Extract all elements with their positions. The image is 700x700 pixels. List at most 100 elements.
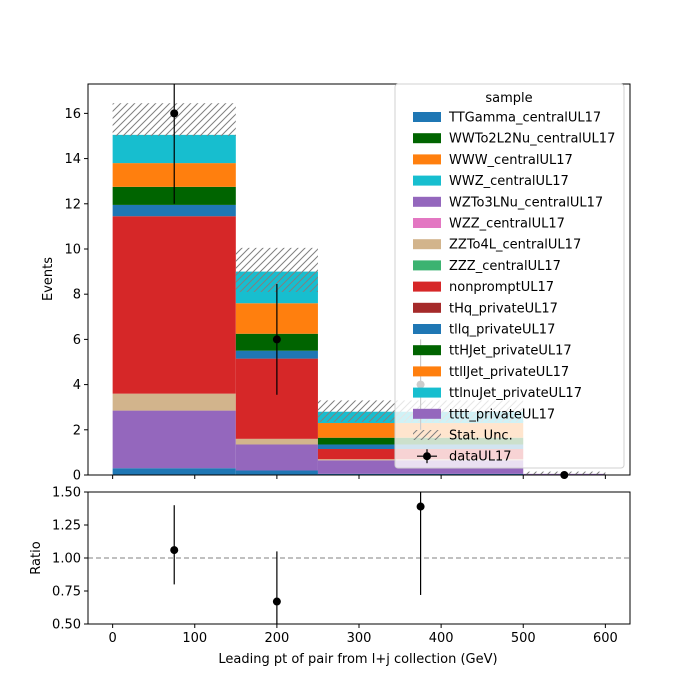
ratio-x-axis-ticks: 0 100 200 300 400 500 600 — [108, 624, 618, 646]
data-point — [272, 335, 281, 344]
legend-label: ttlnuJet_privateUL17 — [449, 386, 582, 401]
ratio-point — [170, 546, 179, 555]
ratio-plot: 0.50 0.75 1.00 1.25 1.50 0 100 200 300 400 500 600… — [29, 486, 631, 667]
legend-item: ZZTo4L_centralUL17 — [413, 238, 581, 253]
legend-swatch — [413, 408, 441, 419]
x-tick-label: 300 — [347, 631, 372, 646]
y-tick-label: 2 — [73, 423, 81, 438]
legend-item: ttlnuJet_privateUL17 — [413, 386, 582, 401]
legend-label: tttt_privateUL17 — [449, 407, 555, 422]
legend-label: ttllJet_privateUL17 — [449, 365, 569, 380]
ratio-plot-frame — [87, 491, 631, 625]
legend-label: WZTo3LNu_centralUL17 — [449, 195, 603, 210]
legend-item: Stat. Unc. — [413, 429, 513, 444]
legend-label: nonpromptUL17 — [449, 280, 554, 295]
ratio-points — [170, 492, 425, 624]
y-tick-label: 16 — [64, 107, 81, 122]
legend-swatch-hatch — [413, 430, 441, 440]
legend-label: WWZ_centralUL17 — [449, 174, 569, 189]
legend-marker-point — [423, 452, 431, 461]
legend-label: WWTo2L2Nu_centralUL17 — [449, 132, 615, 147]
legend-item: ttllJet_privateUL17 — [413, 365, 569, 380]
legend-swatch — [413, 260, 441, 271]
y-axis-ticks: 0 2 4 6 8 10 12 14 16 — [64, 107, 88, 484]
bar-segment — [112, 393, 236, 411]
legend-label: ZZZ_centralUL17 — [449, 259, 561, 274]
legend-label: WWW_centralUL17 — [449, 153, 573, 168]
x-tick-label: 600 — [593, 631, 618, 646]
x-axis-label: Leading pt of pair from l+j collection (… — [218, 652, 497, 667]
legend-item: WZZ_centralUL17 — [413, 217, 565, 232]
ratio-y-tick-label: 0.75 — [52, 585, 81, 600]
legend-swatch — [413, 239, 441, 250]
legend-item: WWW_centralUL17 — [413, 153, 573, 168]
bar-segment — [317, 473, 524, 475]
bar-segment — [112, 216, 236, 394]
ratio-y-tick-label: 1.00 — [52, 552, 81, 567]
legend-label: WZZ_centralUL17 — [449, 217, 565, 232]
x-tick-label: 200 — [264, 631, 289, 646]
legend-label: ZZTo4L_centralUL17 — [449, 238, 581, 253]
y-tick-label: 14 — [64, 152, 81, 167]
legend-title: sample — [485, 91, 532, 106]
main-plot-frame — [87, 83, 631, 476]
ratio-y-axis-label: Ratio — [29, 541, 44, 574]
legend-item: WWTo2L2Nu_centralUL17 — [413, 132, 615, 147]
x-tick-label: 400 — [429, 631, 454, 646]
legend-item: dataUL17 — [417, 449, 512, 465]
legend-swatch — [413, 302, 441, 313]
legend-item: ZZZ_centralUL17 — [413, 259, 561, 274]
legend-item: nonpromptUL17 — [413, 280, 554, 295]
legend-swatch — [413, 366, 441, 377]
ratio-y-axis-ticks: 0.50 0.75 1.00 1.25 1.50 — [52, 486, 88, 633]
y-tick-label: 6 — [73, 333, 81, 348]
y-tick-label: 8 — [73, 288, 81, 303]
legend-label: dataUL17 — [449, 450, 512, 465]
legend-swatch — [413, 112, 441, 122]
x-tick-label: 100 — [182, 631, 207, 646]
x-tick-label: 0 — [108, 631, 116, 646]
ratio-point — [272, 597, 281, 606]
x-axis-ticks — [112, 475, 606, 479]
legend-label: tllq_privateUL17 — [449, 323, 555, 338]
legend-item: tttt_privateUL17 — [413, 407, 555, 422]
legend-frame — [394, 83, 625, 469]
bar-segment — [112, 468, 236, 475]
bar-segment — [235, 470, 318, 475]
bar-segment — [112, 410, 236, 469]
legend-item: TTGamma_centralUL17 — [413, 111, 601, 126]
legend-swatch — [413, 387, 441, 398]
y-tick-label: 10 — [64, 242, 81, 257]
legend-swatch — [413, 324, 441, 334]
legend-item: WWZ_centralUL17 — [413, 174, 569, 189]
legend-swatch — [413, 218, 441, 228]
legend-items: TTGamma_centralUL17 WWTo2L2Nu_centralUL17… — [413, 111, 615, 465]
y-tick-label: 0 — [73, 469, 81, 484]
legend-swatch — [413, 175, 441, 186]
legend-swatch — [413, 281, 441, 292]
legend-swatch — [413, 154, 441, 165]
ratio-y-tick-label: 1.50 — [52, 486, 81, 501]
legend-swatch — [413, 196, 441, 207]
bar-segment — [112, 204, 236, 217]
legend-label: Stat. Unc. — [449, 429, 513, 444]
ratio-y-tick-label: 0.50 — [52, 618, 81, 633]
legend: sample TTGamma_centralUL17 WWTo2L2Nu_cent… — [394, 83, 625, 469]
main-y-axis-label: Events — [41, 257, 56, 301]
y-tick-label: 12 — [64, 197, 81, 212]
legend-item: tHq_privateUL17 — [413, 301, 558, 316]
x-tick-label: 500 — [511, 631, 536, 646]
ratio-point — [416, 502, 425, 511]
y-tick-label: 4 — [73, 378, 81, 393]
legend-label: TTGamma_centralUL17 — [448, 111, 601, 126]
legend-label: tHq_privateUL17 — [449, 301, 558, 316]
bar-segment — [235, 444, 318, 471]
bar-segment — [235, 438, 318, 445]
legend-item: tllq_privateUL17 — [413, 323, 555, 338]
data-point — [170, 109, 179, 118]
legend-item: ttHJet_privateUL17 — [413, 344, 572, 359]
legend-label: ttHJet_privateUL17 — [449, 344, 572, 359]
ratio-y-tick-label: 1.25 — [52, 519, 81, 534]
main-stack-plot: 0 2 4 6 8 10 12 14 16 Events — [41, 83, 631, 484]
